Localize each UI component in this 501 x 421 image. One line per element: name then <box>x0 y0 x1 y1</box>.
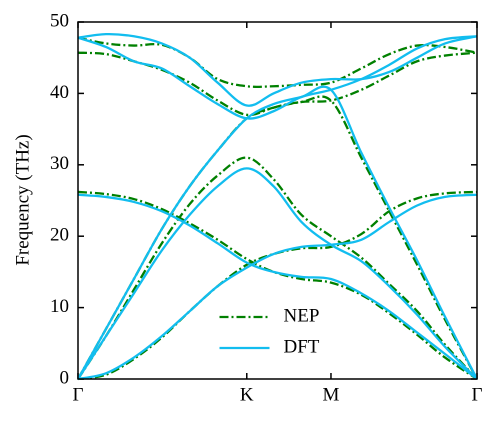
dispersion-line <box>77 193 478 381</box>
y-tick-label: 50 <box>50 10 69 31</box>
y-tick-label: 40 <box>50 82 69 103</box>
y-tick-label: 20 <box>50 225 69 246</box>
legend-label: NEP <box>284 305 320 326</box>
y-tick-label: 0 <box>60 367 70 388</box>
x-tick-label: Γ <box>73 384 84 405</box>
dispersion-line <box>76 85 479 380</box>
y-axis-label: Frequency (THz) <box>12 134 33 265</box>
y-tick-label: 30 <box>50 153 69 174</box>
x-tick-label: Γ <box>472 384 483 405</box>
dispersion-line <box>77 156 478 380</box>
y-tick-label: 10 <box>50 296 69 317</box>
legend-label: DFT <box>284 336 320 357</box>
dispersion-line <box>77 193 478 380</box>
dispersion-line <box>77 190 478 381</box>
dispersion-line <box>77 36 478 88</box>
dispersion-line <box>77 32 478 107</box>
dispersion-line <box>77 35 478 120</box>
x-tick-label: M <box>323 384 340 405</box>
x-tick-label: K <box>240 384 254 405</box>
dispersion-line <box>77 190 478 380</box>
plot-frame <box>77 21 478 380</box>
dispersion-line <box>76 95 479 380</box>
dispersion-line <box>77 167 478 380</box>
dispersion-line <box>77 51 478 117</box>
